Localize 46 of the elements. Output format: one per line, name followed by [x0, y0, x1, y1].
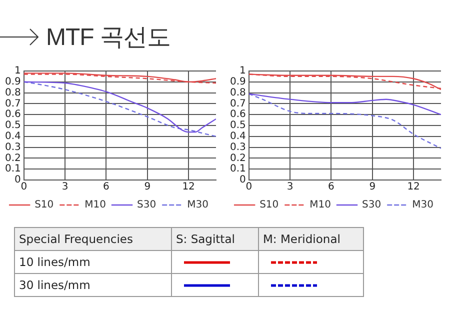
y-tick-label: 0.7 [230, 98, 246, 110]
legend-label: M10 [310, 200, 332, 211]
y-tick-label: 0.4 [230, 130, 246, 142]
legend-label: S10 [34, 200, 54, 211]
x-tick-label: 6 [328, 182, 334, 193]
chart-title: MTF 곡선도 [46, 23, 170, 53]
y-tick-label: 0.8 [4, 87, 21, 98]
text: Special Frequencies [14, 228, 172, 250]
y-tick-label: 0 [14, 174, 21, 186]
legend-label: S30 [137, 200, 156, 211]
text: S: Sagittal [172, 228, 258, 250]
y-tick-label: 0.9 [4, 76, 21, 88]
text: M: Meridional [258, 228, 364, 250]
y-tick-label: 0.3 [4, 142, 21, 153]
y-tick-label: 0.6 [230, 109, 246, 120]
legend-label: M30 [412, 200, 434, 211]
text: 30 lines/mm [14, 274, 172, 296]
y-tick-label: 0.1 [4, 164, 21, 175]
line-series [248, 93, 441, 116]
x-tick-label: 12 [182, 182, 195, 193]
y-tick-label: 1 [14, 66, 21, 77]
y-tick-label: 0.1 [230, 164, 246, 175]
y-tick-label: 0.3 [230, 142, 246, 153]
y-tick-label: 0.8 [230, 87, 246, 98]
y-tick-label: 0.7 [4, 98, 21, 110]
y-tick-label: 1 [240, 66, 246, 77]
x-tick-label: 9 [144, 182, 151, 193]
y-tick-label: 0.4 [4, 130, 21, 142]
text: 10 lines/mm [14, 250, 172, 274]
y-tick-label: 0 [240, 174, 246, 186]
y-tick-label: 0.2 [230, 152, 246, 164]
legend-label: M10 [84, 200, 106, 211]
x-tick-label: 3 [62, 182, 68, 193]
legend-label: M30 [187, 200, 208, 211]
x-tick-label: 3 [286, 182, 294, 193]
y-tick-label: 0.6 [4, 109, 21, 120]
y-tick-label: 0.2 [4, 152, 21, 164]
line-series [248, 93, 441, 149]
x-tick-label: 6 [103, 182, 110, 193]
y-tick-label: 0.9 [230, 76, 246, 88]
legend-label: S10 [260, 200, 279, 211]
legend-label: S30 [362, 200, 382, 211]
y-tick-label: 0.5 [4, 120, 21, 132]
y-tick-label: 0.5 [230, 120, 246, 132]
x-tick-label: 12 [407, 182, 420, 193]
x-tick-label: 9 [369, 182, 376, 193]
